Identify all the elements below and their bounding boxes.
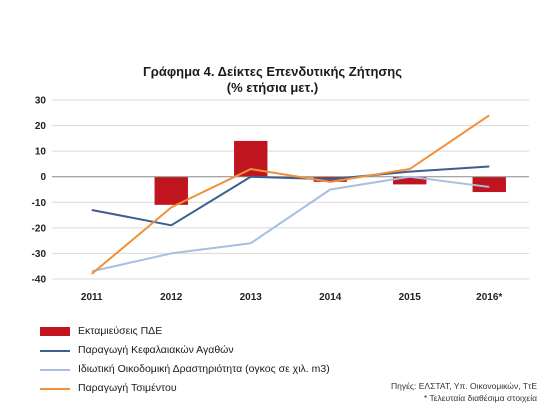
grid-lines <box>52 99 529 280</box>
legend-item: Ιδιωτική Οικοδομική Δραστηριότητα (ογκος… <box>40 360 440 379</box>
source-notes: Πηγές: ΕΛΣΤΑΤ, Υπ. Οικονομικών, ΤτΕ * Τε… <box>391 380 537 404</box>
chart-title: Γράφημα 4. Δείκτες Επενδυτικής Ζήτησης (… <box>0 64 545 96</box>
legend-item: Παραγωγή Κεφαλαιακών Αγαθών <box>40 341 440 360</box>
legend-label: Ιδιωτική Οικοδομική Δραστηριότητα (ογκος… <box>78 363 330 375</box>
legend-swatch <box>40 350 70 352</box>
legend-label: Εκταμιεύσεις ΠΔΕ <box>78 325 163 337</box>
legend-swatch <box>40 369 70 371</box>
x-tick-label: 2016* <box>476 292 502 303</box>
footnote-text: * Τελευταία διαθέσιμα στοιχεία <box>423 393 537 403</box>
legend-label: Παραγωγή Κεφαλαιακών Αγαθών <box>78 344 234 356</box>
x-tick-label: 2012 <box>160 292 183 303</box>
x-axis-ticks: 2011 2012 2013 2014 2015 2016* <box>81 292 503 303</box>
y-tick-label: -20 <box>32 223 47 234</box>
y-tick-label: -10 <box>32 198 47 209</box>
y-axis-ticks: 30 20 10 0 -10 -20 -30 -40 <box>32 96 47 286</box>
legend-swatch <box>40 388 70 390</box>
series-line-3 <box>91 114 490 275</box>
legend: Εκταμιεύσεις ΠΔΕ Παραγωγή Κεφαλαιακών Αγα… <box>40 322 440 398</box>
x-tick-label: 2013 <box>240 292 263 303</box>
line-series <box>91 114 490 275</box>
source-text: Πηγές: ΕΛΣΤΑΤ, Υπ. Οικονομικών, ΤτΕ <box>391 381 537 391</box>
y-tick-label: 0 <box>40 172 46 183</box>
chart-title-line2: (% ετήσια μετ.) <box>226 80 319 95</box>
bar <box>154 176 188 205</box>
legend-label: Παραγωγή Τσιμέντου <box>78 382 177 394</box>
bar <box>472 176 506 193</box>
y-tick-label: 20 <box>35 121 47 132</box>
x-tick-label: 2015 <box>399 292 422 303</box>
legend-item: Παραγωγή Τσιμέντου <box>40 379 440 398</box>
bar <box>393 176 427 185</box>
series-line-1 <box>91 165 490 227</box>
y-tick-label: 30 <box>35 96 47 107</box>
chart-title-line1: Γράφημα 4. Δείκτες Επενδυτικής Ζήτησης <box>142 64 402 79</box>
series-line-2 <box>91 175 490 273</box>
bar-series <box>154 140 506 205</box>
legend-swatch <box>40 327 70 336</box>
y-tick-label: -40 <box>32 275 47 286</box>
legend-item: Εκταμιεύσεις ΠΔΕ <box>40 322 440 341</box>
y-tick-label: 10 <box>35 147 47 158</box>
x-tick-label: 2011 <box>81 292 103 303</box>
y-tick-label: -30 <box>32 249 47 260</box>
x-tick-label: 2014 <box>319 292 342 303</box>
